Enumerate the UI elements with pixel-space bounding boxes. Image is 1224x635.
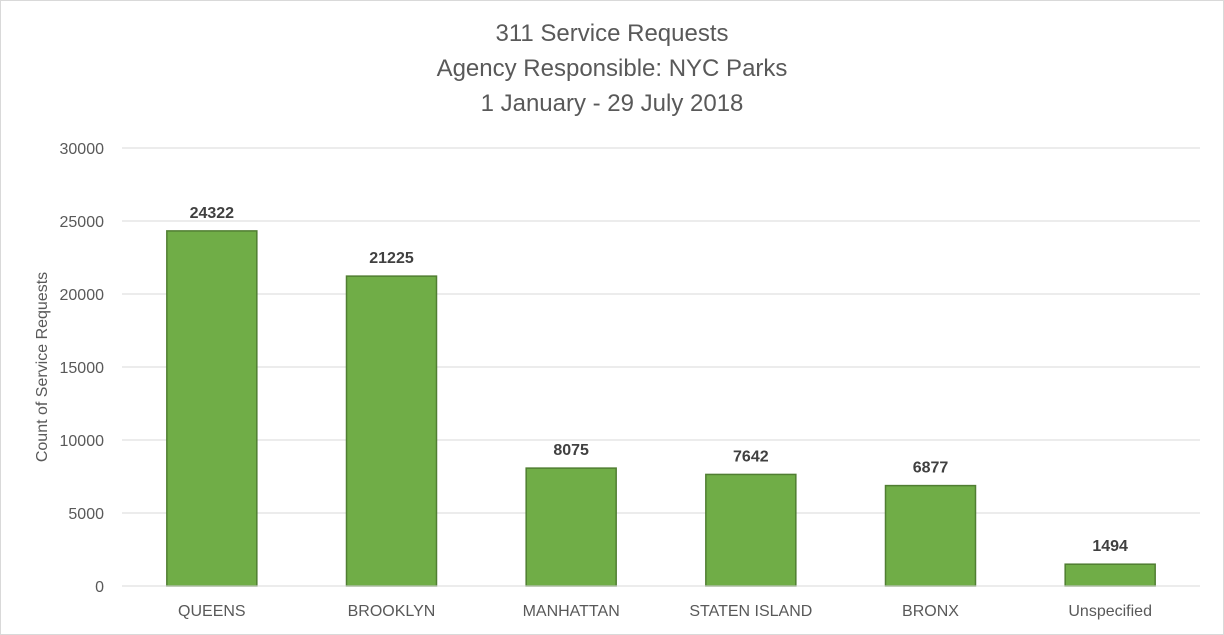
data-label: 8075 xyxy=(553,442,589,459)
y-axis-label: Count of Service Requests xyxy=(34,272,51,462)
bar-manhattan xyxy=(525,467,617,587)
chart-title-line-3: 1 January - 29 July 2018 xyxy=(480,90,744,117)
bar-queens xyxy=(166,230,258,587)
y-tick-label: 30000 xyxy=(60,141,105,158)
y-tick-label: 0 xyxy=(95,579,104,596)
gridlines xyxy=(122,147,1200,587)
y-tick-label: 5000 xyxy=(68,506,104,523)
bar-brooklyn xyxy=(345,275,438,587)
data-label: 7642 xyxy=(733,448,769,465)
data-label: 6877 xyxy=(913,460,949,477)
data-labels: 24322 21225 8075 7642 6877 1494 xyxy=(190,205,1128,555)
bars xyxy=(166,230,1156,587)
bar-unspecified xyxy=(1064,563,1156,587)
y-tick-label: 25000 xyxy=(60,214,105,231)
data-label: 1494 xyxy=(1092,538,1128,555)
bar-bronx xyxy=(884,484,977,587)
x-category-label: MANHATTAN xyxy=(523,603,620,620)
x-category-label: BRONX xyxy=(902,603,959,620)
y-tick-label: 20000 xyxy=(60,287,105,304)
chart-title-line-2: Agency Responsible: NYC Parks xyxy=(436,55,788,82)
bar-staten-island xyxy=(705,473,797,587)
x-axis-categories: QUEENS BROOKLYN MANHATTAN STATEN ISLAND BRON… xyxy=(178,603,1152,620)
x-category-label: QUEENS xyxy=(178,603,246,620)
x-category-label: STATEN ISLAND xyxy=(689,603,812,620)
y-tick-label: 15000 xyxy=(60,360,105,377)
data-label: 24322 xyxy=(190,205,235,222)
data-label: 21225 xyxy=(369,250,414,267)
y-axis-ticks: 0 5000 10000 15000 20000 25000 30000 xyxy=(60,141,105,596)
x-category-label: BROOKLYN xyxy=(348,603,436,620)
x-category-label: Unspecified xyxy=(1068,603,1152,620)
chart-title-line-1: 311 Service Requests xyxy=(495,20,729,47)
y-tick-label: 10000 xyxy=(60,433,105,450)
